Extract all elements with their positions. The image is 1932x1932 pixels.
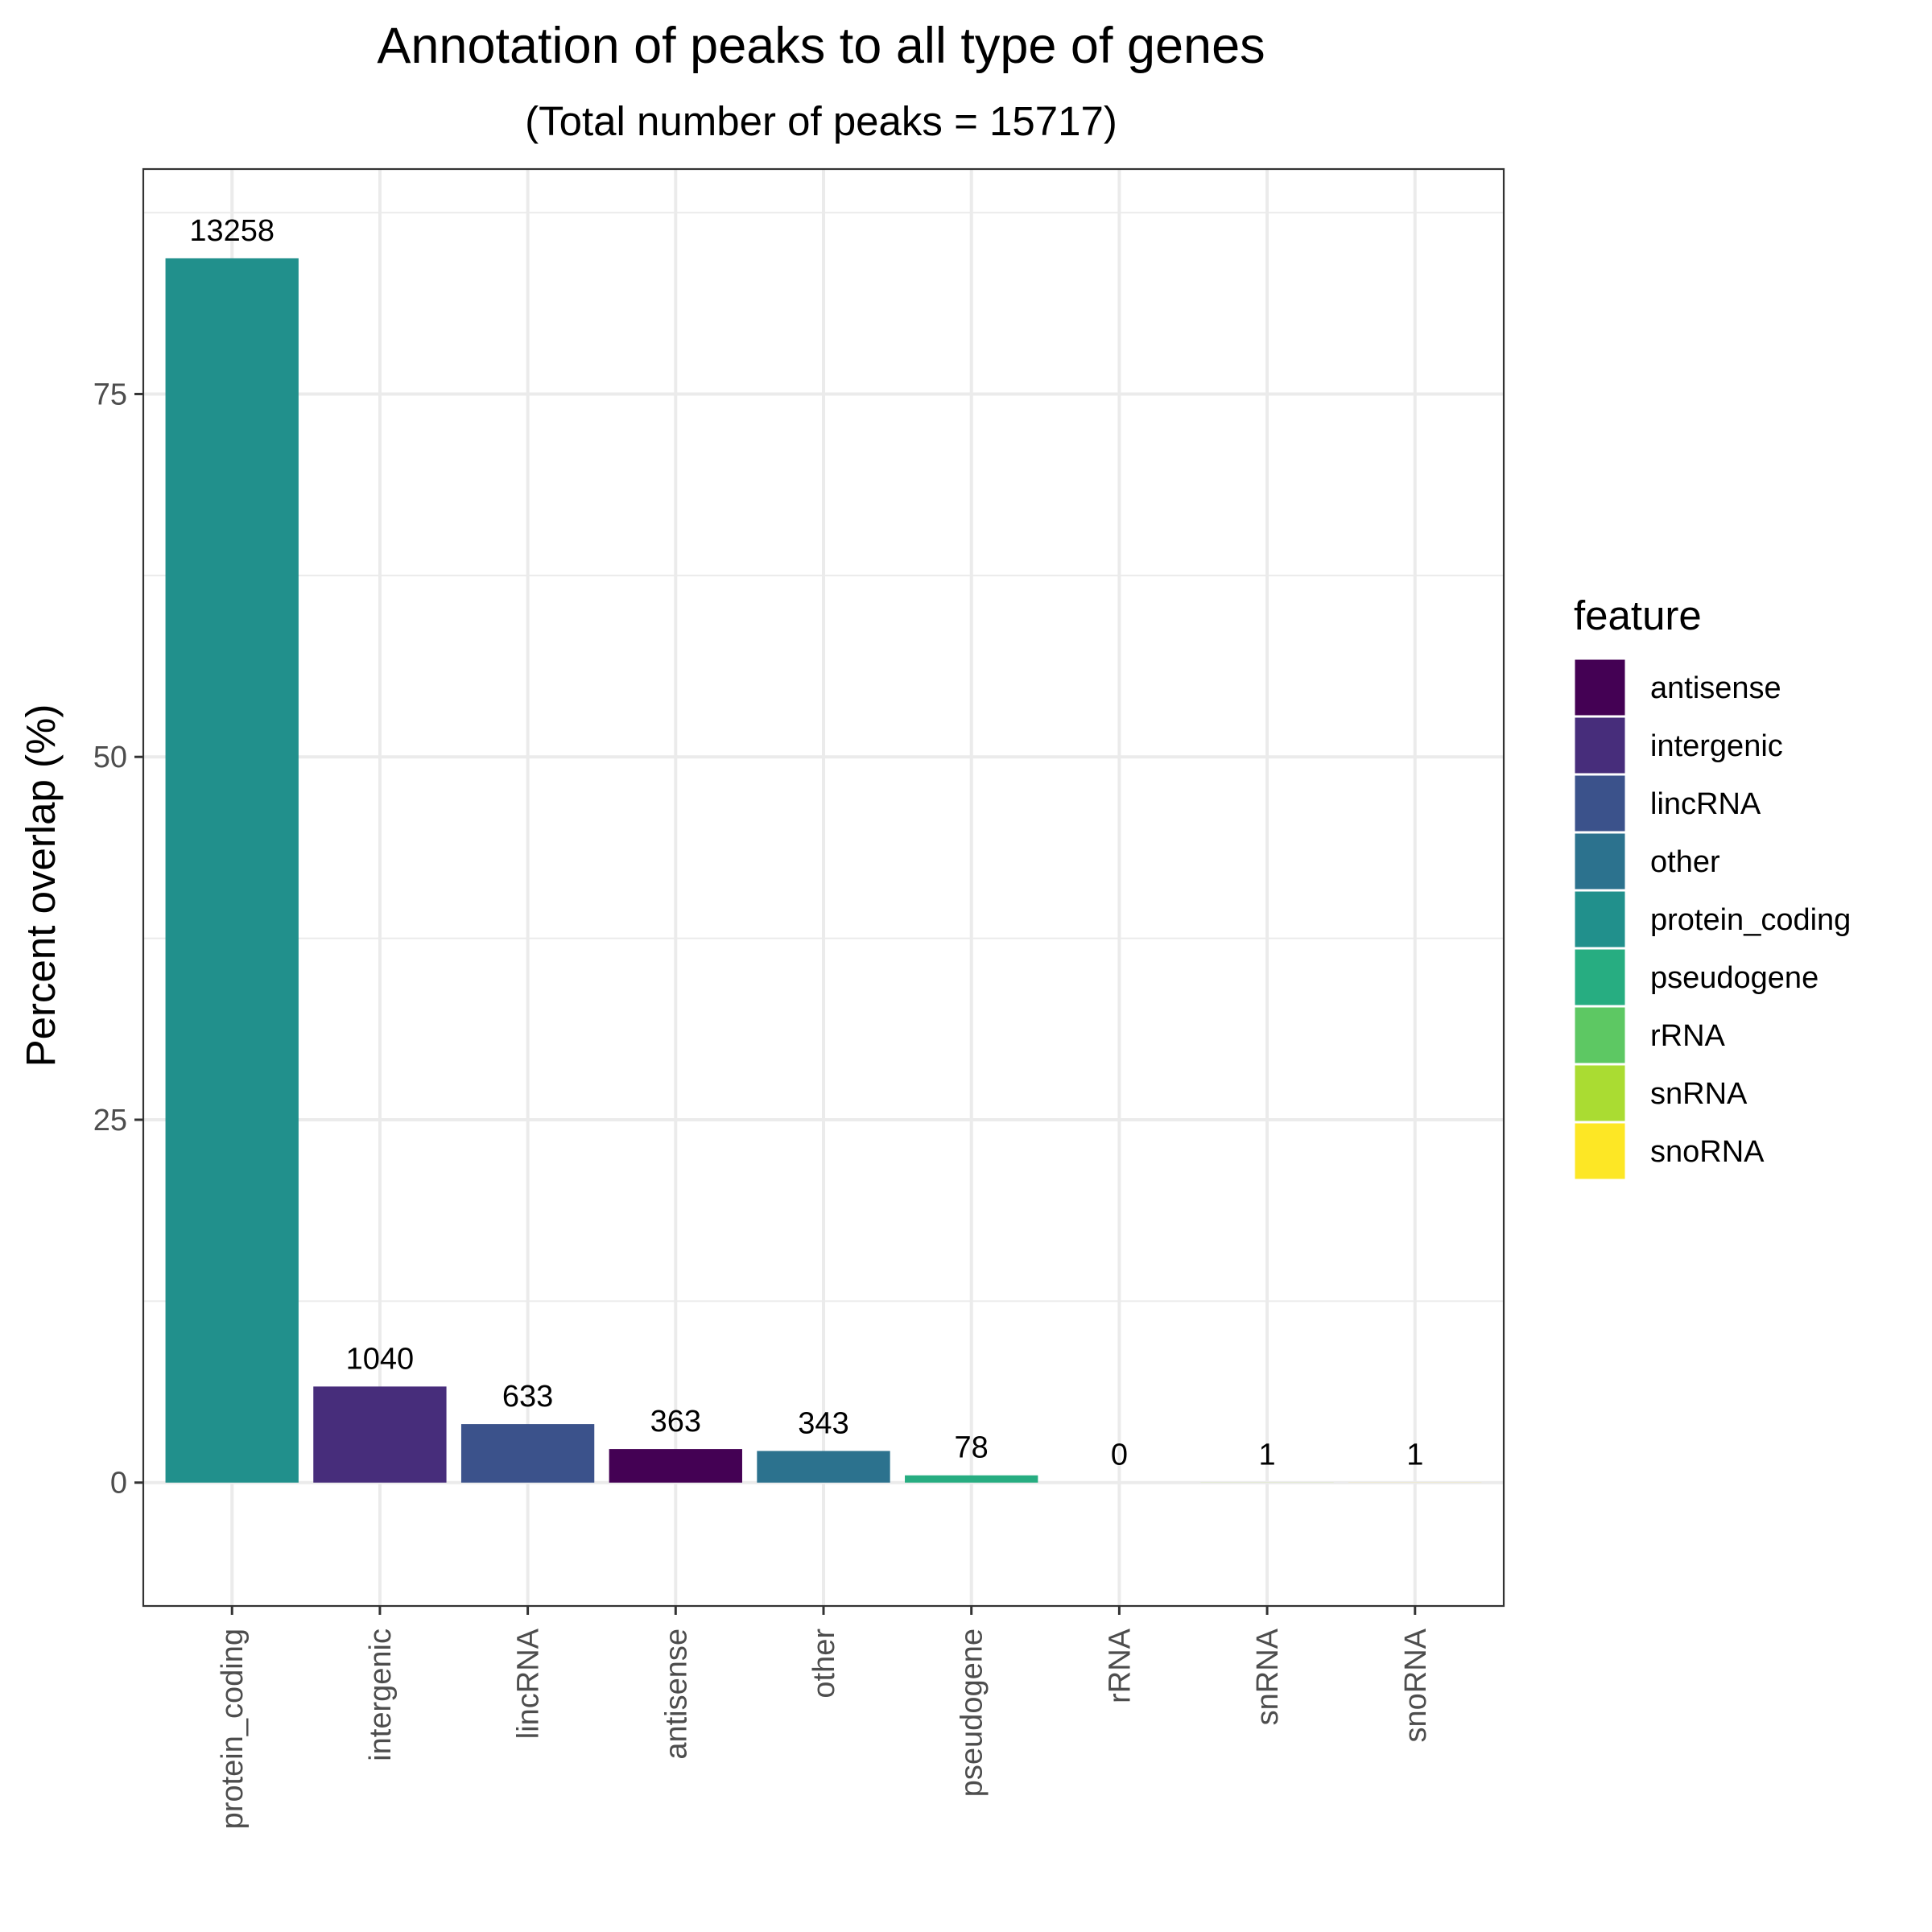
legend-label-lincRNA: lincRNA [1650, 787, 1761, 821]
y-axis-label: Percent overlap (%) [18, 704, 64, 1067]
bar-label-other: 343 [798, 1406, 848, 1440]
legend-key-snoRNA [1572, 1121, 1628, 1182]
legend-key-snRNA [1572, 1063, 1628, 1124]
bar-label-lincRNA: 633 [502, 1380, 553, 1414]
axes: 0 25 50 75 protein_coding intergenic lincRNA an… [93, 167, 1505, 1829]
legend-label-intergenic: intergenic [1650, 729, 1783, 763]
y-tick-label: 50 [93, 741, 127, 774]
bar-value-labels: 13258 1040 633 363 343 78 0 1 1 [189, 214, 1423, 1472]
legend-key-intergenic [1572, 715, 1628, 776]
bar-label-antisense: 363 [650, 1405, 701, 1439]
bar-antisense [609, 1449, 742, 1483]
bar-label-protein_coding: 13258 [189, 214, 275, 248]
legend-label-protein_coding: protein_coding [1650, 903, 1851, 937]
bar-label-pseudogene: 78 [955, 1431, 989, 1465]
y-tick-label: 75 [93, 378, 127, 411]
bars [165, 258, 1482, 1483]
legend-key-pseudogene [1572, 947, 1628, 1008]
bar-intergenic [313, 1386, 447, 1483]
x-tick-label-snoRNA: snoRNA [1399, 1628, 1433, 1742]
legend-key-lincRNA [1572, 773, 1628, 834]
bar-label-intergenic: 1040 [346, 1342, 415, 1376]
legend: feature antisense intergenic lincRNA other p… [1572, 592, 1851, 1182]
bar-label-snoRNA: 1 [1406, 1439, 1423, 1472]
bar-label-rRNA: 0 [1111, 1439, 1128, 1472]
x-tick-label-pseudogene: pseudogene [956, 1629, 989, 1797]
legend-label-other: other [1650, 845, 1720, 879]
legend-label-rRNA: rRNA [1650, 1019, 1726, 1053]
legend-title: feature [1574, 592, 1702, 638]
legend-label-snoRNA: snoRNA [1650, 1135, 1765, 1169]
y-tick-label: 0 [110, 1467, 127, 1501]
legend-key-antisense [1572, 657, 1628, 718]
x-tick-label-antisense: antisense [659, 1629, 693, 1760]
x-tick-label-lincRNA: lincRNA [512, 1628, 546, 1739]
bar-lincRNA [460, 1424, 595, 1483]
legend-label-pseudogene: pseudogene [1650, 961, 1818, 995]
bar-label-snRNA: 1 [1259, 1439, 1276, 1472]
legend-label-snRNA: snRNA [1650, 1077, 1748, 1111]
legend-key-protein_coding [1572, 889, 1628, 950]
legend-key-rRNA [1572, 1005, 1628, 1066]
y-tick-label: 25 [93, 1104, 127, 1137]
legend-key-other [1572, 831, 1628, 892]
x-tick-label-protein_coding: protein_coding [216, 1629, 250, 1829]
chart-subtitle: (Total number of peaks = 15717) [525, 98, 1117, 144]
bar-other [757, 1451, 890, 1483]
legend-label-antisense: antisense [1650, 671, 1781, 705]
x-tick-label-other: other [807, 1629, 841, 1699]
x-tick-label-snRNA: snRNA [1251, 1628, 1285, 1725]
bar-protein_coding [165, 258, 299, 1483]
bar-pseudogene [905, 1475, 1038, 1483]
x-tick-label-intergenic: intergenic [364, 1629, 398, 1761]
x-tick-label-rRNA: rRNA [1103, 1628, 1137, 1703]
chart-title: Annotation of peaks to all type of genes [377, 18, 1265, 74]
